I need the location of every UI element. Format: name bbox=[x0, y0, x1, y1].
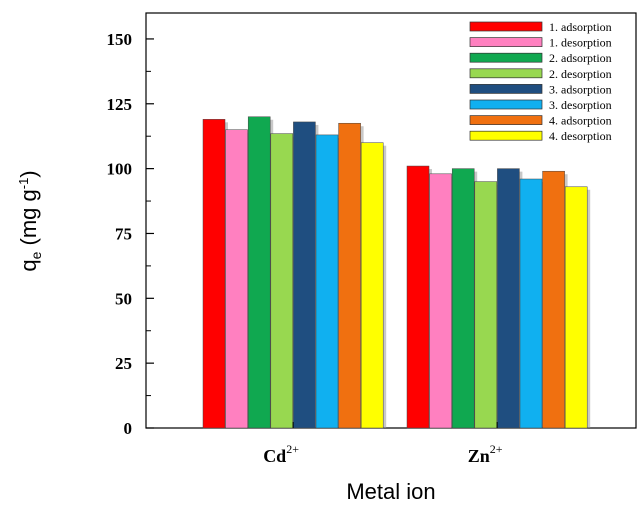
bar-zn-series-3 bbox=[451, 168, 475, 429]
bar-cd-series-6 bbox=[315, 134, 339, 429]
x-tick-label: Cd2+ bbox=[263, 442, 299, 466]
bar-zn-series-8 bbox=[564, 186, 588, 429]
bar-zn-series-5 bbox=[497, 168, 520, 429]
y-axis-title-main: q bbox=[16, 259, 41, 271]
y-axis-title-unit-close: ) bbox=[16, 170, 41, 177]
x-tick-label: Zn2+ bbox=[468, 442, 503, 466]
legend-label: 3. adsorption bbox=[549, 82, 612, 96]
bar-zn-series-6 bbox=[519, 178, 543, 429]
bar-cd-series-4 bbox=[270, 133, 294, 429]
legend-label: 1. desorption bbox=[549, 36, 612, 50]
bar-cd-series-5 bbox=[293, 121, 316, 429]
legend-label: 3. desorption bbox=[549, 98, 612, 112]
bar-zn-series-4 bbox=[474, 181, 498, 429]
y-tick-label: 100 bbox=[107, 160, 133, 179]
bar-zn-series-2 bbox=[429, 173, 452, 429]
legend-swatch bbox=[469, 21, 543, 32]
bar-cd-series-7 bbox=[338, 122, 361, 429]
bar-cd-series-1 bbox=[202, 119, 226, 429]
x-axis: Cd2+ Zn2+ bbox=[263, 422, 503, 466]
y-tick-label: 25 bbox=[115, 354, 132, 373]
legend-label: 1. adsorption bbox=[549, 20, 612, 34]
y-tick-label: 75 bbox=[115, 224, 132, 243]
y-tick-label: 0 bbox=[124, 419, 133, 438]
bar-cd-series-8 bbox=[360, 142, 384, 429]
legend-label: 2. adsorption bbox=[549, 51, 612, 65]
y-axis-title-unit: (mg g bbox=[16, 189, 41, 251]
y-tick-label: 50 bbox=[115, 289, 132, 308]
legend-swatch bbox=[469, 37, 543, 47]
legend-swatch bbox=[469, 68, 543, 79]
bar-zn-series-7 bbox=[542, 170, 565, 429]
y-axis-title-sub: e bbox=[28, 251, 44, 259]
legend-swatch bbox=[469, 52, 543, 63]
y-axis-title-unit-sup: -1 bbox=[16, 178, 31, 190]
legend-label: 4. desorption bbox=[549, 129, 612, 143]
legend-label: 4. adsorption bbox=[549, 114, 612, 128]
y-axis-title: qe (mg g-1) bbox=[16, 170, 44, 271]
bar-zn-series-1 bbox=[406, 165, 430, 429]
legend-swatch bbox=[469, 99, 543, 110]
legend-label: 2. desorption bbox=[549, 67, 612, 81]
legend-swatch bbox=[469, 130, 543, 141]
x-axis-title: Metal ion bbox=[346, 479, 435, 504]
y-axis: 0 25 50 75 100 125 150 bbox=[107, 30, 154, 438]
y-tick-label: 125 bbox=[107, 95, 133, 114]
legend-swatch bbox=[469, 84, 543, 94]
bar-cd-series-2 bbox=[225, 129, 248, 429]
bars-group bbox=[202, 116, 591, 429]
y-tick-label: 150 bbox=[107, 30, 133, 49]
legend-swatch bbox=[469, 115, 543, 125]
bar-cd-series-3 bbox=[247, 116, 271, 429]
